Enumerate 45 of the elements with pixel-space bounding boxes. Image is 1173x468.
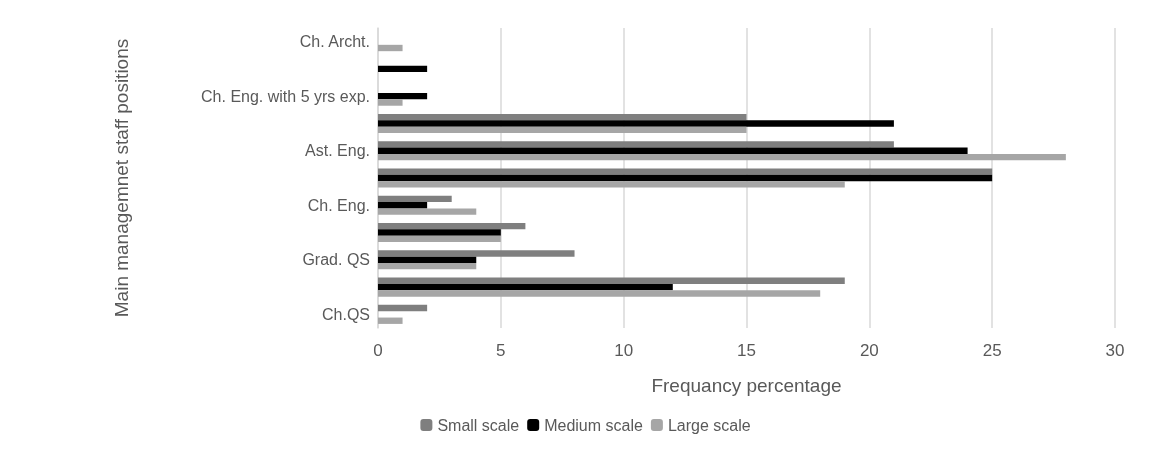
- x-tick-label: 0: [373, 341, 383, 360]
- y-axis-title: Main managemnet staff positions: [110, 38, 132, 318]
- bar: [378, 99, 403, 106]
- bar: [378, 277, 845, 284]
- y-tick-label: Ch. Archt.: [299, 33, 370, 51]
- bar: [378, 263, 477, 270]
- x-tick-label: 30: [1105, 341, 1125, 360]
- bar: [378, 168, 993, 175]
- bar: [378, 229, 501, 236]
- y-tick-label: Ch. Eng. with 5 yrs exp.: [201, 87, 370, 105]
- bar: [378, 223, 526, 230]
- bar: [378, 126, 747, 133]
- x-tick-label: 15: [737, 341, 756, 360]
- bar: [378, 202, 428, 209]
- y-tick-label: Ast. Eng.: [305, 142, 370, 160]
- x-axis-title: Frequancy percentage: [651, 375, 842, 396]
- bar: [378, 141, 894, 148]
- bar: [378, 208, 477, 215]
- bar: [378, 113, 747, 121]
- y-tick-label: Grad. QS: [302, 251, 370, 269]
- bar: [378, 65, 428, 73]
- legend-label: Small scale: [437, 416, 520, 434]
- bar: [378, 256, 477, 263]
- bar: [378, 317, 403, 324]
- legend-label: Large scale: [667, 416, 751, 434]
- x-tick-label: 10: [614, 341, 634, 360]
- x-tick-label: 5: [496, 341, 506, 360]
- bar: [378, 235, 501, 243]
- bar: [378, 283, 673, 291]
- x-tick-label: 25: [982, 341, 1002, 360]
- bar: [378, 174, 993, 182]
- bar: [378, 147, 968, 154]
- bar: [378, 195, 452, 203]
- bar: [378, 181, 845, 188]
- bar: [378, 250, 575, 257]
- bar: [378, 44, 403, 52]
- y-tick-label: Ch.QS: [321, 305, 370, 323]
- legend-label: Medium scale: [544, 416, 643, 434]
- y-tick-label: Ch. Eng.: [307, 196, 370, 214]
- bar: [378, 120, 894, 127]
- bar: [378, 304, 428, 312]
- x-tick-label: 20: [859, 341, 879, 360]
- bar: [378, 290, 821, 297]
- bar: [378, 153, 1066, 161]
- bar: [378, 93, 428, 100]
